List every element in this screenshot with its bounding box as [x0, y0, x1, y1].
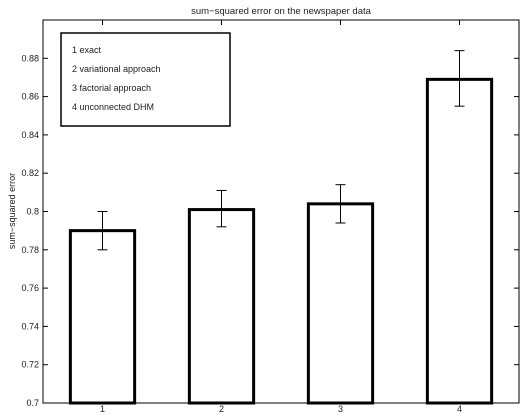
bar-4	[425, 77, 494, 405]
legend-entry-3: 3 factorial approach	[72, 83, 151, 93]
y-tick-label: 0.82	[21, 168, 39, 178]
y-tick-label: 0.7	[26, 398, 39, 408]
legend-entry-4: 4 unconnected DHM	[72, 102, 154, 112]
chart-title: sum−squared error on the newspaper data	[191, 6, 372, 17]
y-tick-label: 0.74	[21, 321, 39, 331]
y-tick-label: 0.8	[26, 207, 39, 217]
legend-entry-2: 2 variational approach	[72, 64, 161, 74]
y-axis: 0.7 0.72 0.74 0.76 0.78 0.8 0.82 0.84 0.86 0.88	[21, 53, 519, 408]
error-bars-group	[97, 50, 465, 251]
bar-2	[187, 208, 256, 405]
y-axis-label: sum−squared error	[7, 173, 17, 249]
y-tick-label: 0.84	[21, 130, 39, 140]
x-tick-label: 4	[457, 404, 462, 414]
legend-box	[60, 32, 231, 127]
y-tick-label: 0.78	[21, 245, 39, 255]
x-tick-label: 1	[100, 404, 105, 414]
legend-entry-1: 1 exact	[72, 45, 102, 55]
y-tick-label: 0.86	[21, 92, 39, 102]
bar-3	[306, 202, 375, 405]
x-tick-label: 2	[219, 404, 224, 414]
legend: 1 exact 2 variational approach 3 factori…	[60, 32, 231, 127]
y-tick-label: 0.72	[21, 360, 39, 370]
x-tick-label: 3	[338, 404, 343, 414]
bars-group	[68, 77, 494, 405]
y-tick-label: 0.76	[21, 283, 39, 293]
y-tick-label: 0.88	[21, 53, 39, 63]
bar-1	[68, 229, 137, 405]
